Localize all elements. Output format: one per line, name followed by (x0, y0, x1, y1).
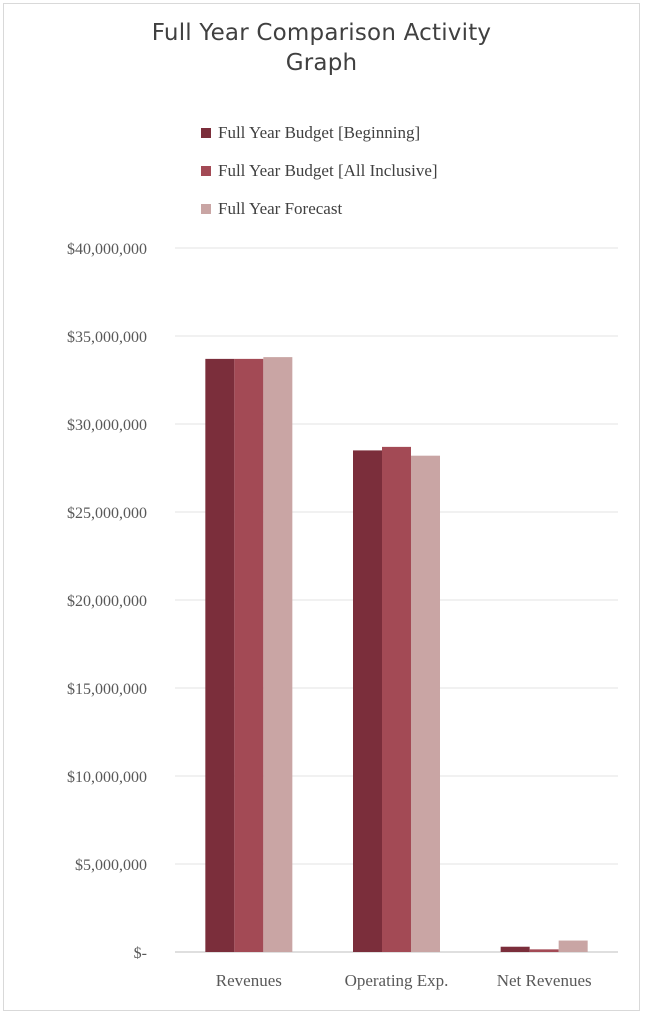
bar (529, 949, 559, 952)
legend-swatch-budget-beginning (201, 128, 211, 138)
bar (263, 357, 293, 952)
bar (500, 946, 530, 952)
chart-frame: Full Year Comparison Activity Graph Full… (3, 3, 640, 1011)
y-tick-label: $5,000,000 (75, 857, 147, 874)
legend-item-budget-all-inclusive: Full Year Budget [All Inclusive] (201, 152, 438, 190)
x-tick-label: Revenues (216, 971, 282, 990)
legend-label-budget-all-inclusive: Full Year Budget [All Inclusive] (218, 161, 438, 180)
y-tick-label: $10,000,000 (67, 769, 147, 786)
legend-item-budget-beginning: Full Year Budget [Beginning] (201, 114, 438, 152)
bar (234, 358, 264, 952)
bar (353, 450, 382, 952)
legend-swatch-forecast (201, 204, 211, 214)
x-tick-label: Operating Exp. (345, 971, 449, 990)
y-tick-label: $40,000,000 (67, 241, 147, 258)
legend-item-forecast: Full Year Forecast (201, 190, 438, 228)
y-tick-label: $35,000,000 (67, 329, 147, 346)
chart-title-line-2: Graph (285, 50, 358, 76)
chart-title-line-1: Full Year Comparison Activity (151, 20, 492, 46)
legend-label-budget-beginning: Full Year Budget [Beginning] (218, 123, 421, 142)
y-tick-label: $30,000,000 (67, 417, 147, 434)
legend-label-forecast: Full Year Forecast (218, 199, 343, 218)
bar (205, 358, 235, 952)
bar (382, 446, 411, 952)
chart-legend: Full Year Budget [Beginning] Full Year B… (201, 114, 438, 228)
x-tick-label: Net Revenues (497, 971, 592, 990)
bar (558, 940, 588, 952)
legend-swatch-budget-all-inclusive (201, 166, 211, 176)
chart-title: Full Year Comparison Activity Graph (4, 18, 639, 78)
y-tick-label: $15,000,000 (67, 681, 147, 698)
y-tick-label: $25,000,000 (67, 505, 147, 522)
bar (411, 455, 440, 952)
y-tick-label: $20,000,000 (67, 593, 147, 610)
y-tick-label: $- (134, 945, 147, 962)
